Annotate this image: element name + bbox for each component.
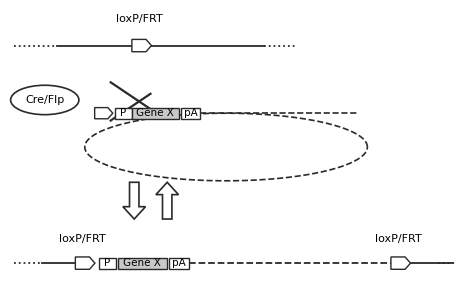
Text: pA: pA <box>184 108 197 118</box>
Text: P: P <box>104 258 110 268</box>
FancyArrow shape <box>156 182 179 219</box>
Polygon shape <box>95 108 113 119</box>
Ellipse shape <box>10 85 79 115</box>
Text: pA: pA <box>172 258 186 268</box>
FancyBboxPatch shape <box>169 258 189 269</box>
Polygon shape <box>75 257 95 269</box>
Text: loxP/FRT: loxP/FRT <box>374 234 422 244</box>
Text: Gene X: Gene X <box>123 258 161 268</box>
Text: Gene X: Gene X <box>136 108 174 118</box>
Text: loxP/FRT: loxP/FRT <box>115 14 162 24</box>
FancyArrow shape <box>123 182 146 219</box>
Polygon shape <box>132 39 152 52</box>
FancyBboxPatch shape <box>180 108 200 119</box>
Text: P: P <box>120 108 126 118</box>
FancyBboxPatch shape <box>131 108 179 119</box>
FancyBboxPatch shape <box>118 258 167 269</box>
FancyBboxPatch shape <box>99 258 116 269</box>
Text: Cre/Flp: Cre/Flp <box>25 95 65 105</box>
Text: loxP/FRT: loxP/FRT <box>59 234 106 244</box>
Polygon shape <box>391 257 411 269</box>
FancyBboxPatch shape <box>114 108 131 119</box>
